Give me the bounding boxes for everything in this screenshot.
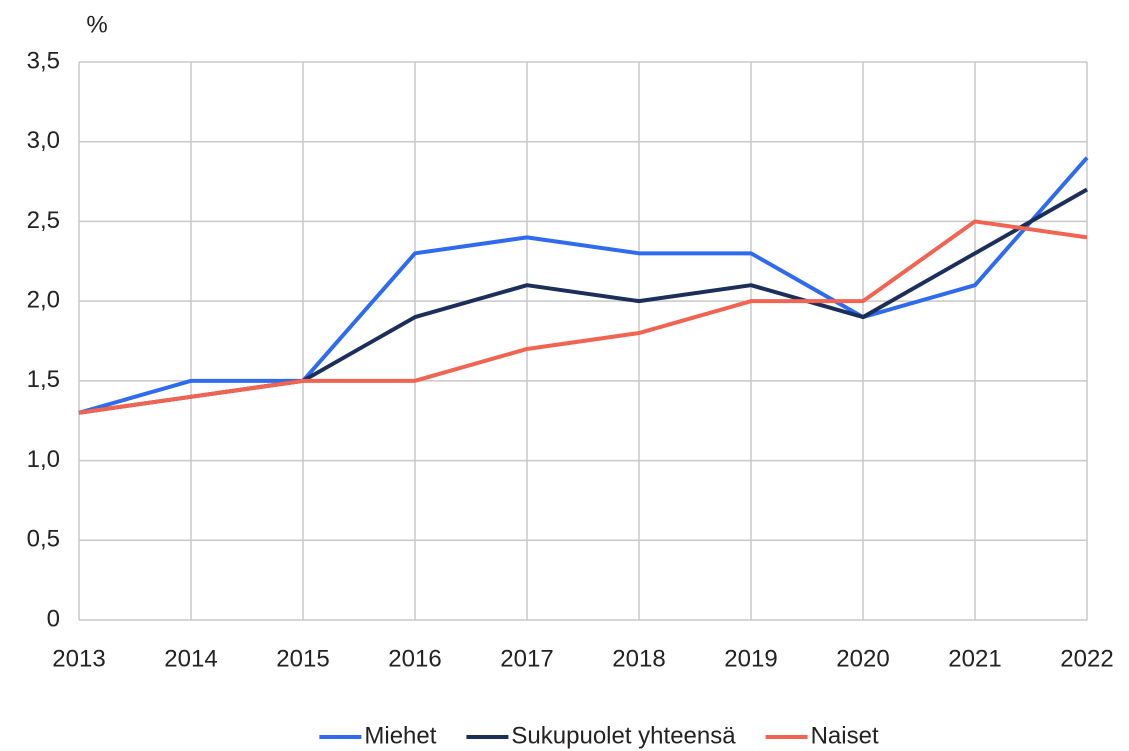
data-line [78, 219, 1088, 415]
x-tick-label: 2016 [388, 645, 441, 672]
y-tick-label: 3,5 [27, 47, 60, 74]
y-tick-label: 2,0 [27, 286, 60, 313]
y-tick-label: 2,5 [27, 207, 60, 234]
y-tick-label: 1,0 [27, 446, 60, 473]
x-tick-label: 2014 [164, 645, 217, 672]
x-tick-label: 2019 [724, 645, 777, 672]
x-tick-label: 2022 [1060, 645, 1113, 672]
data-line [78, 156, 1089, 415]
y-tick-label: 0 [47, 605, 60, 632]
x-tick-label: 2020 [836, 645, 889, 672]
x-tick-label: 2015 [276, 645, 329, 672]
legend-label: Sukupuolet yhteensä [511, 722, 736, 749]
legend-label: Naiset [811, 722, 879, 749]
y-tick-label: 0,5 [27, 526, 60, 553]
y-tick-label: 3,0 [27, 127, 60, 154]
x-tick-label: 2021 [948, 645, 1001, 672]
legend-label: Miehet [364, 722, 436, 749]
y-axis-label: % [86, 11, 107, 38]
y-tick-label: 1,5 [27, 366, 60, 393]
x-tick-label: 2018 [612, 645, 665, 672]
x-tick-label: 2013 [52, 645, 105, 672]
x-tick-label: 2017 [500, 645, 553, 672]
